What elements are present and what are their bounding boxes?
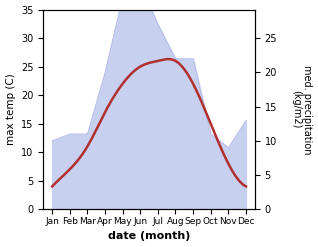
Y-axis label: med. precipitation
(kg/m2): med. precipitation (kg/m2) [291, 65, 313, 154]
Y-axis label: max temp (C): max temp (C) [5, 74, 16, 145]
X-axis label: date (month): date (month) [108, 231, 190, 242]
